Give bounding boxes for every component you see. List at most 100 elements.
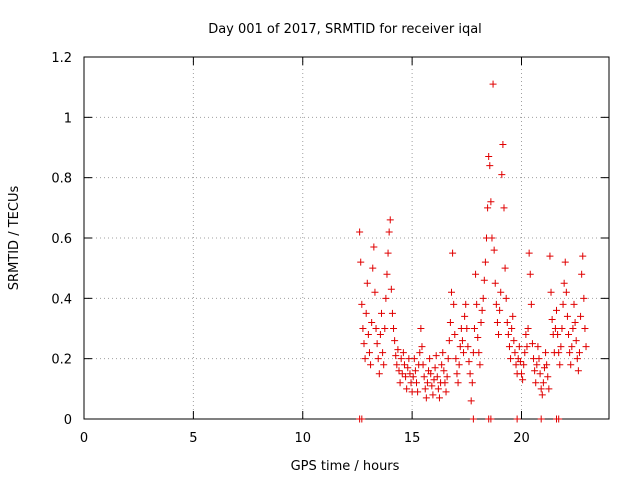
data-point (521, 349, 529, 357)
data-point (391, 337, 399, 345)
data-point (469, 415, 477, 423)
data-point (519, 376, 527, 384)
data-point (422, 394, 430, 402)
data-point (568, 343, 576, 351)
data-point (363, 279, 371, 287)
data-point (503, 318, 511, 326)
data-point (385, 228, 393, 236)
y-tick-label: 1.2 (51, 51, 72, 66)
data-point (449, 249, 457, 257)
data-point (446, 318, 454, 326)
data-point (553, 306, 560, 314)
data-point (566, 349, 574, 357)
x-tick-label: 5 (189, 431, 197, 446)
data-point (373, 340, 381, 348)
x-tick-label: 10 (294, 431, 311, 446)
data-point (369, 264, 377, 272)
data-point (434, 385, 442, 393)
data-point (544, 373, 552, 381)
data-point (575, 349, 583, 357)
y-tick-label: 0.2 (51, 353, 72, 368)
data-point (490, 246, 498, 254)
data-point (474, 334, 482, 342)
data-point (418, 343, 426, 351)
x-tick-label: 0 (80, 431, 88, 446)
data-point (461, 312, 469, 320)
data-point (450, 300, 458, 308)
data-point (525, 249, 533, 257)
data-point (542, 349, 550, 357)
data-point (414, 388, 422, 396)
data-point (513, 415, 521, 423)
data-point (562, 288, 570, 296)
data-point (383, 270, 391, 278)
data-point (410, 355, 418, 363)
data-point (406, 370, 414, 378)
data-point (404, 364, 412, 372)
data-point (488, 234, 496, 242)
data-point (523, 343, 531, 351)
data-point (387, 285, 395, 293)
data-point (478, 306, 486, 314)
data-point (438, 361, 446, 369)
data-point (397, 355, 405, 363)
data-point (453, 370, 461, 378)
x-tick-label: 20 (513, 431, 530, 446)
data-point (551, 325, 559, 332)
data-point (504, 331, 512, 339)
data-point (388, 309, 396, 317)
data-point (368, 318, 376, 326)
data-point (538, 391, 546, 399)
data-point (367, 361, 375, 369)
data-point (465, 358, 473, 366)
data-point (428, 382, 436, 390)
data-point (555, 349, 563, 357)
data-point (577, 312, 585, 320)
data-point (358, 300, 366, 308)
data-point (479, 294, 487, 302)
data-point (359, 325, 367, 332)
y-tick-label: 0.4 (51, 292, 72, 307)
data-point (443, 373, 451, 381)
data-point (358, 415, 366, 423)
data-point (370, 243, 378, 251)
data-point (445, 337, 453, 345)
data-point (565, 331, 573, 339)
data-point (563, 312, 571, 320)
data-point (496, 306, 504, 314)
y-tick-label: 0.8 (51, 172, 72, 187)
data-point (501, 264, 509, 272)
y-tick-label: 0 (64, 413, 72, 428)
data-point (480, 276, 488, 284)
data-points (356, 80, 590, 423)
data-point (571, 318, 579, 326)
data-point (454, 379, 462, 387)
data-point (460, 349, 468, 357)
data-point (357, 258, 365, 266)
data-point (426, 355, 434, 363)
data-point (502, 294, 510, 302)
data-point (487, 198, 495, 206)
data-point (582, 343, 590, 351)
data-point (464, 343, 472, 351)
y-tick-label: 1 (64, 111, 72, 126)
data-point (539, 379, 547, 387)
data-point (402, 373, 410, 381)
data-point (400, 361, 408, 369)
data-point (392, 352, 400, 360)
data-point (462, 300, 470, 308)
plot-frame (83, 56, 610, 420)
data-point (361, 355, 369, 363)
data-point (393, 361, 401, 369)
data-point (555, 415, 563, 423)
data-point (420, 373, 428, 381)
data-point (537, 385, 545, 393)
data-point (423, 379, 431, 387)
x-tick-label: 15 (404, 431, 421, 446)
data-point (528, 340, 536, 348)
data-point (578, 270, 586, 278)
data-point (505, 343, 513, 351)
data-point (531, 367, 539, 375)
data-point (378, 309, 385, 317)
